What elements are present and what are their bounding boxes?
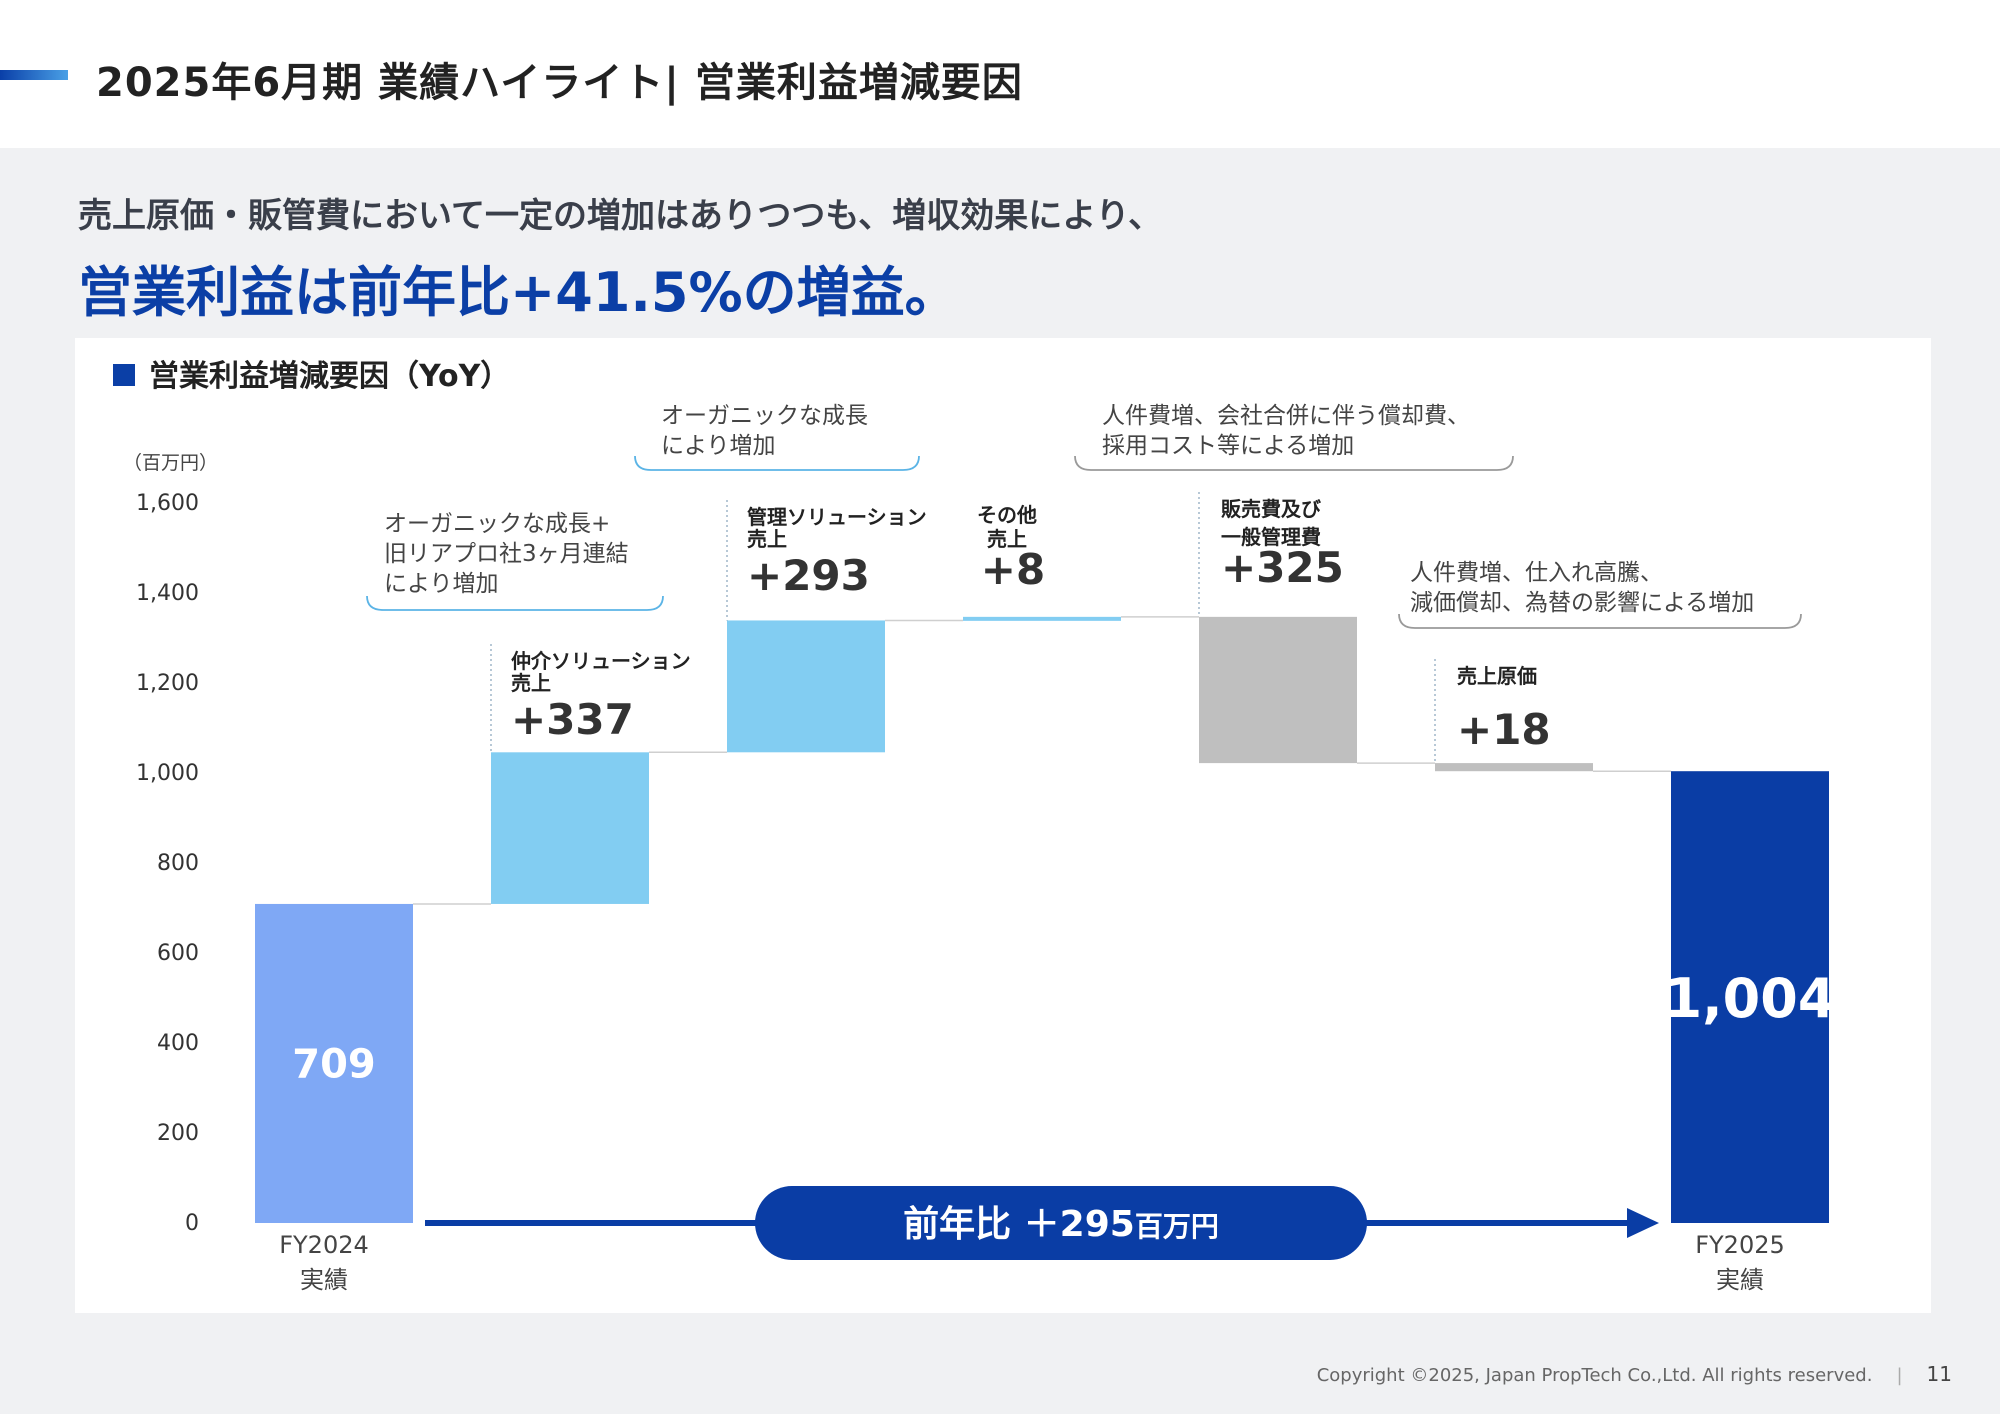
annotation-text: 人件費増、仕入れ高騰、 [1410,560,1663,586]
change-value-label: +337 [511,695,634,744]
lead-line-1: 売上原価・販管費において一定の増加はありつつも、増収効果により、 [78,196,1163,236]
category-label: FY2025 [1695,1231,1785,1259]
annotation-text: オーガニックな成長+ [384,511,610,537]
annotation-text: オーガニックな成長 [661,403,868,429]
change-value-label: +325 [1221,543,1344,592]
yoy-prefix: 前年比 ＋295 [903,1204,1135,1245]
annotation-brace [1074,455,1514,471]
y-tick-label: 0 [185,1211,199,1236]
change-name-label: 一般管理費 [1221,525,1321,549]
yoy-pill [755,1186,1367,1260]
y-tick-label: 1,400 [136,581,199,606]
footer: Copyright ©2025, Japan PropTech Co.,Ltd.… [1316,1362,1952,1386]
change-value-label: +293 [747,551,870,600]
page-title: 2025年6月期 業績ハイライト| 営業利益増減要因 [96,60,1023,106]
annotation-text: 減価償却、為替の影響による増加 [1410,590,1754,616]
copyright-text: Copyright ©2025, Japan PropTech Co.,Ltd.… [1316,1365,1873,1386]
change-name-label: 販売費及び [1221,497,1322,521]
yoy-suffix: 百万円 [1135,1210,1219,1243]
chart-title: 営業利益増減要因（YoY） [149,359,510,394]
waterfall-bar [1435,763,1593,772]
y-tick-label: 200 [157,1121,199,1146]
annotation-text: 旧リアプロ社3ヶ月連結 [384,541,629,567]
lead-line-2: 営業利益は前年比+41.5%の増益。 [78,261,959,324]
page-number: 11 [1926,1362,1952,1386]
change-name-label: その他 [977,503,1037,527]
start-value-label: 709 [292,1042,376,1088]
y-tick-label: 1,000 [136,761,199,786]
category-label: 実績 [300,1266,348,1294]
header: 2025年6月期 業績ハイライト| 営業利益増減要因 [0,0,2000,148]
change-name-label: 売上 [511,671,551,695]
annotation-text: 採用コスト等による増加 [1102,433,1354,459]
y-tick-label: 1,600 [136,491,199,516]
annotation-text: により増加 [661,433,776,459]
annotation-brace [1398,613,1802,629]
waterfall-bar [491,752,649,904]
waterfall-bar [255,903,413,1223]
yoy-label: 前年比 ＋295百万円 [903,1204,1219,1245]
unit-label: （百万円） [123,452,218,474]
title-square-icon [113,364,135,386]
y-tick-label: 600 [157,941,199,966]
change-value-label: +8 [981,545,1045,594]
change-name-label: 仲介ソリューション [511,649,691,673]
category-label: FY2024 [279,1231,369,1259]
change-name-label: 売上 [987,527,1027,551]
accent-bar [0,70,68,80]
waterfall-bar [727,620,885,753]
category-label: 実績 [1716,1266,1764,1294]
waterfall-bar [1199,616,1357,764]
chart-panel: 営業利益増減要因（YoY） （百万円） 0 200 400 600 800 1,000 1,20… [75,338,1931,1313]
change-value-label: +18 [1457,705,1551,754]
end-value-label: 1,004 [1665,967,1836,1030]
annotation-text: 人件費増、会社合併に伴う償却費、 [1102,403,1470,429]
y-tick-label: 800 [157,851,199,876]
y-tick-label: 1,200 [136,671,199,696]
y-tick-label: 400 [157,1031,199,1056]
waterfall-chart: 営業利益増減要因（YoY） （百万円） 0 200 400 600 800 1,000 1,20… [113,359,1836,1294]
annotation-brace [634,455,920,471]
annotation-brace [366,595,664,611]
change-name-label: 売上原価 [1457,664,1537,688]
waterfall-bar [963,616,1121,621]
change-name-label: 管理ソリューション [747,505,927,529]
yoy-arrowhead-icon [1627,1208,1659,1238]
change-name-label: 売上 [747,527,787,551]
annotation-text: により増加 [384,571,499,597]
waterfall-bar [1671,771,1829,1223]
